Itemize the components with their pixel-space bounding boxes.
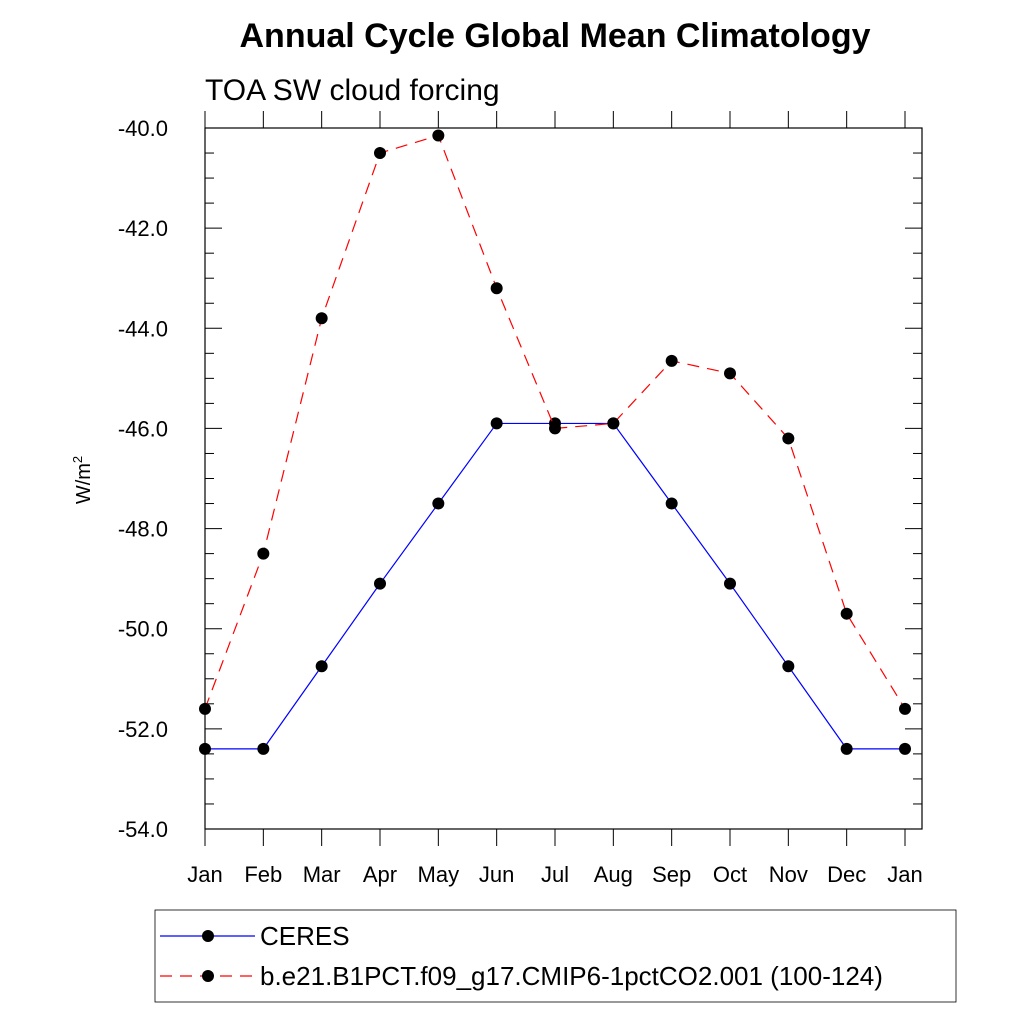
data-point-model bbox=[607, 417, 620, 430]
y-axis-label-unit: W/m bbox=[73, 463, 95, 504]
y-tick-label: -48.0 bbox=[118, 517, 168, 542]
y-tick-label: -42.0 bbox=[118, 216, 168, 241]
x-tick-labels: Jan Feb Mar Apr May Jun Jul Aug Sep Oct Nov Dec Jan bbox=[187, 862, 922, 887]
axis-ticks bbox=[204, 111, 922, 846]
data-point-model bbox=[257, 547, 270, 560]
x-tick-label: Oct bbox=[713, 862, 747, 887]
data-point-ceres bbox=[840, 742, 853, 755]
x-tick-label: Jan bbox=[187, 862, 222, 887]
x-tick-label: Jan bbox=[887, 862, 922, 887]
data-point-model bbox=[432, 129, 445, 142]
data-point-model bbox=[782, 432, 795, 445]
data-point-ceres bbox=[257, 742, 270, 755]
x-tick-label: Aug bbox=[594, 862, 633, 887]
data-point-model bbox=[199, 702, 211, 715]
data-point-model bbox=[899, 702, 911, 715]
data-point-model bbox=[374, 147, 386, 160]
x-tick-label: Dec bbox=[827, 862, 866, 887]
y-tick-label: -50.0 bbox=[118, 617, 168, 642]
data-point-model bbox=[549, 422, 561, 435]
legend-marker-ceres bbox=[202, 930, 214, 942]
x-tick-label: Feb bbox=[244, 862, 282, 887]
legend-frame bbox=[154, 909, 957, 1003]
plot-frame bbox=[204, 127, 923, 830]
data-point-ceres bbox=[899, 742, 911, 755]
y-tick-label: -40.0 bbox=[118, 116, 168, 141]
series-layer bbox=[199, 129, 911, 755]
x-tick-label: Nov bbox=[769, 862, 808, 887]
y-tick-label: -44.0 bbox=[118, 316, 168, 341]
data-point-ceres bbox=[199, 742, 211, 755]
data-point-model bbox=[490, 282, 503, 295]
y-tick-labels: -54.0 -52.0 -50.0 -48.0 -46.0 -44.0 -42.0 -40.0 bbox=[118, 116, 168, 842]
legend-label-ceres: CERES bbox=[260, 921, 350, 951]
legend: CERES b.e21.B1PCT.f09_g17.CMIP6-1pctCO2.… bbox=[154, 909, 957, 1003]
data-point-ceres bbox=[490, 417, 503, 430]
data-point-ceres bbox=[724, 577, 736, 590]
x-tick-label: Apr bbox=[363, 862, 397, 887]
y-tick-label: -46.0 bbox=[118, 416, 168, 441]
y-axis-label: W/m2 bbox=[70, 456, 95, 504]
data-point-model bbox=[724, 367, 736, 380]
data-point-ceres bbox=[315, 660, 328, 673]
x-tick-label: Jul bbox=[541, 862, 569, 887]
chart-subtitle: TOA SW cloud forcing bbox=[205, 74, 500, 107]
legend-marker-model bbox=[202, 970, 214, 982]
data-point-model bbox=[840, 607, 853, 620]
y-tick-label: -52.0 bbox=[118, 717, 168, 742]
chart-title: Annual Cycle Global Mean Climatology bbox=[240, 17, 871, 55]
x-tick-label: Mar bbox=[303, 862, 341, 887]
x-tick-label: Jun bbox=[479, 862, 514, 887]
data-point-ceres bbox=[665, 497, 678, 510]
x-tick-label: May bbox=[418, 862, 460, 887]
x-tick-label: Sep bbox=[652, 862, 691, 887]
data-point-ceres bbox=[374, 577, 386, 590]
y-tick-label: -54.0 bbox=[118, 817, 168, 842]
data-point-model bbox=[315, 312, 328, 325]
data-point-ceres bbox=[782, 660, 795, 673]
legend-label-model: b.e21.B1PCT.f09_g17.CMIP6-1pctCO2.001 (1… bbox=[260, 961, 883, 991]
data-point-model bbox=[665, 354, 678, 367]
data-point-ceres bbox=[432, 497, 445, 510]
y-axis-label-superscript: 2 bbox=[70, 456, 85, 463]
